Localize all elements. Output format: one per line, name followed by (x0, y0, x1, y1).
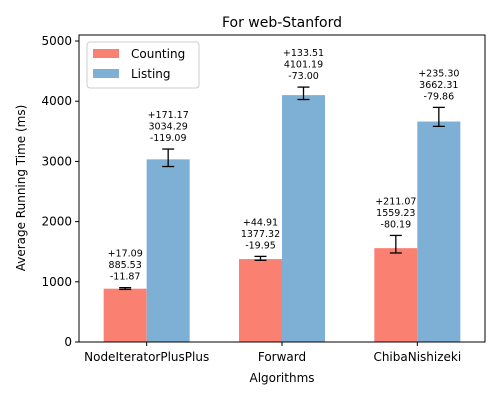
annotation-listing-2-1: 3662.31 (419, 80, 458, 91)
annotation-listing-0-2: -119.09 (150, 133, 187, 144)
annotation-listing-2-2: -79.86 (424, 91, 455, 102)
y-tick-label-0: 0 (64, 335, 72, 349)
annotation-listing-1-0: +133.51 (283, 48, 324, 59)
bar-listing-2 (417, 121, 461, 342)
y-tick-label-4: 4000 (41, 94, 72, 108)
bar-listing-0 (146, 159, 190, 342)
x-tick-label-0: NodeIteratorPlusPlus (84, 350, 209, 364)
annotation-counting-1-2: -19.95 (245, 240, 276, 251)
annotation-listing-0-0: +171.17 (148, 110, 189, 121)
annotation-counting-0-2: -11.87 (110, 272, 141, 283)
y-axis: 0 1000 2000 3000 4000 5000 (41, 34, 79, 349)
legend: Counting Listing (86, 41, 200, 89)
legend-swatch-listing (93, 69, 119, 78)
annotation-counting-2-0: +211.07 (375, 196, 416, 207)
legend-label-counting: Counting (131, 47, 185, 61)
x-tick-label-1: Forward (258, 350, 306, 364)
chart-title: For web-Stanford (222, 15, 342, 31)
y-tick-label-5: 5000 (41, 34, 72, 48)
bar-counting-2 (374, 248, 418, 342)
bars-layer (103, 95, 461, 342)
annotation-listing-1-1: 4101.19 (284, 60, 323, 71)
x-axis-label: Algorithms (249, 371, 314, 385)
x-tick-label-2: ChibaNishizeki (373, 350, 461, 364)
error-bars-layer (119, 86, 445, 291)
annotation-counting-1-0: +44.91 (243, 217, 278, 228)
y-tick-label-3: 3000 (41, 154, 72, 168)
annotation-counting-0-0: +17.09 (108, 249, 143, 260)
annotation-counting-2-1: 1559.23 (376, 208, 415, 219)
annotation-counting-0-1: 885.53 (109, 260, 142, 271)
x-axis: NodeIteratorPlusPlus Forward ChibaNishizek… (84, 342, 461, 364)
annotation-counting-1-1: 1377.32 (241, 229, 280, 240)
y-axis-label: Average Running Time (ms) (14, 105, 28, 272)
y-tick-label-1: 1000 (41, 275, 72, 289)
annotation-listing-2-0: +235.30 (418, 68, 459, 79)
bar-listing-1 (282, 95, 325, 342)
bar-counting-0 (103, 288, 147, 342)
annotation-listing-0-1: 3034.29 (149, 122, 188, 133)
y-tick-label-2: 2000 (41, 215, 72, 229)
legend-label-listing: Listing (131, 67, 171, 81)
legend-swatch-counting (93, 49, 119, 58)
annotation-counting-2-2: -80.19 (381, 219, 412, 230)
annotation-listing-1-2: -73.00 (288, 71, 319, 82)
bar-counting-1 (239, 259, 282, 342)
